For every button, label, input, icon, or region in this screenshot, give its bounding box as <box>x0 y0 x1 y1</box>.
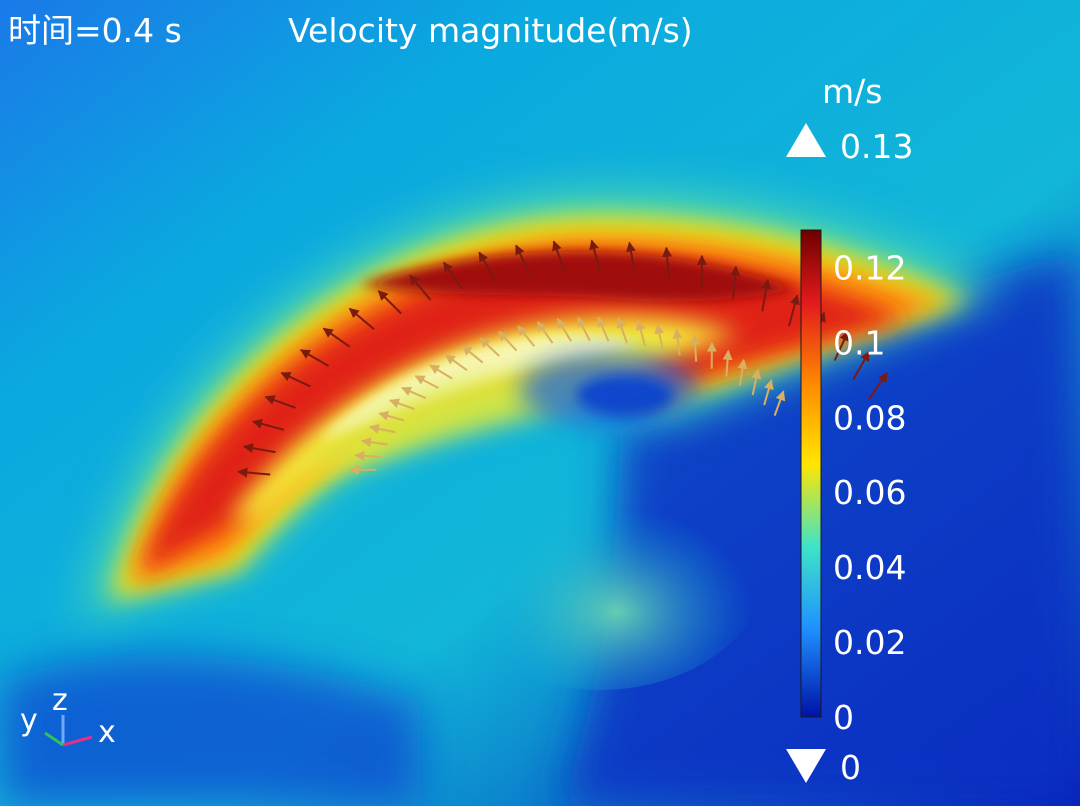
velocity-arrow <box>237 467 271 478</box>
velocity-arrow <box>833 330 850 361</box>
velocity-arrow <box>662 246 673 280</box>
triad-y-axis <box>44 731 64 747</box>
velocity-arrow <box>360 437 388 448</box>
triad-x-label: x <box>98 715 116 750</box>
max-marker-value: 0.13 <box>840 127 913 166</box>
velocity-arrow <box>517 325 536 347</box>
colorbar-gradient <box>800 229 822 718</box>
velocity-arrow <box>868 372 889 400</box>
arch-band-darkred <box>360 251 800 302</box>
velocity-arrow <box>626 241 636 275</box>
time-label: 时间=0.4 s <box>8 11 182 50</box>
stagnation-halo <box>520 352 700 428</box>
velocity-arrow <box>852 350 871 381</box>
velocity-arrow <box>377 290 402 315</box>
velocity-arrow <box>737 358 748 386</box>
colorbar-ticks: 0 0.02 0.04 0.06 0.08 0.1 0.12 <box>833 248 906 737</box>
velocity-arrow <box>788 294 800 327</box>
velocity-arrow <box>429 364 453 380</box>
velocity-arrow <box>763 379 774 406</box>
min-marker-icon <box>786 749 826 783</box>
velocity-arrow <box>597 316 610 342</box>
velocity-arrow <box>442 261 463 290</box>
triad-x-axis <box>62 735 93 747</box>
velocity-arrow <box>388 398 415 410</box>
velocity-arrow <box>654 323 665 351</box>
velocity-arrow <box>536 321 554 344</box>
velocity-arrow <box>348 307 375 330</box>
velocity-arrow <box>243 443 276 454</box>
colorbar-unit: m/s <box>822 72 882 111</box>
velocity-arrow <box>635 319 647 347</box>
colorbar-tick-label: 0.12 <box>833 248 906 287</box>
colorbar-tick-label: 0 <box>833 698 854 737</box>
velocity-arrow <box>761 278 772 312</box>
lower-left-low-velocity-region <box>0 655 420 806</box>
colorbar-tick-label: 0.1 <box>833 323 885 362</box>
plot-title: Velocity magnitude(m/s) <box>288 11 693 50</box>
triad-z-label: z <box>52 683 68 718</box>
lower-plume-region <box>430 430 770 690</box>
velocity-vectors <box>237 239 889 478</box>
velocity-arrow <box>264 395 296 409</box>
velocity-arrow <box>690 334 701 362</box>
velocity-arrow <box>401 386 427 400</box>
velocity-arrow <box>409 274 432 301</box>
velocity-arrow <box>589 239 601 272</box>
velocity-arrow <box>280 371 311 388</box>
velocity-arrow <box>299 349 330 367</box>
velocity-arrow <box>616 317 628 344</box>
velocity-arrow <box>444 354 468 371</box>
velocity-arrow <box>414 375 439 389</box>
min-marker-value: 0 <box>840 748 861 787</box>
velocity-arrow <box>577 316 591 342</box>
velocity-arrow <box>368 423 396 434</box>
velocity-arrow <box>322 327 351 348</box>
velocity-arrow <box>552 240 566 272</box>
velocity-arrow <box>479 337 500 357</box>
velocity-arrow <box>751 368 762 396</box>
velocity-arrow <box>478 251 497 281</box>
velocity-arrow <box>773 390 786 416</box>
velocity-arrow <box>498 330 518 352</box>
velocity-arrow <box>252 419 285 431</box>
colorbar-tick-label: 0.06 <box>833 473 906 512</box>
colorbar-tick-label: 0.02 <box>833 623 906 662</box>
colorbar-tick-label: 0.04 <box>833 548 906 587</box>
velocity-arrow <box>515 244 531 275</box>
velocity-arrow <box>672 328 683 356</box>
velocity-arrow <box>354 450 382 461</box>
velocity-arrow <box>378 411 405 422</box>
velocity-arrow <box>461 345 484 364</box>
triad-y-label: y <box>20 703 38 738</box>
axes-triad: y z x <box>20 683 116 750</box>
velocity-arrow <box>730 265 741 299</box>
max-marker-icon <box>786 123 826 157</box>
colorbar-tick-label: 0.08 <box>833 398 906 437</box>
velocity-arrow <box>556 318 572 342</box>
velocity-arrow <box>722 349 733 377</box>
